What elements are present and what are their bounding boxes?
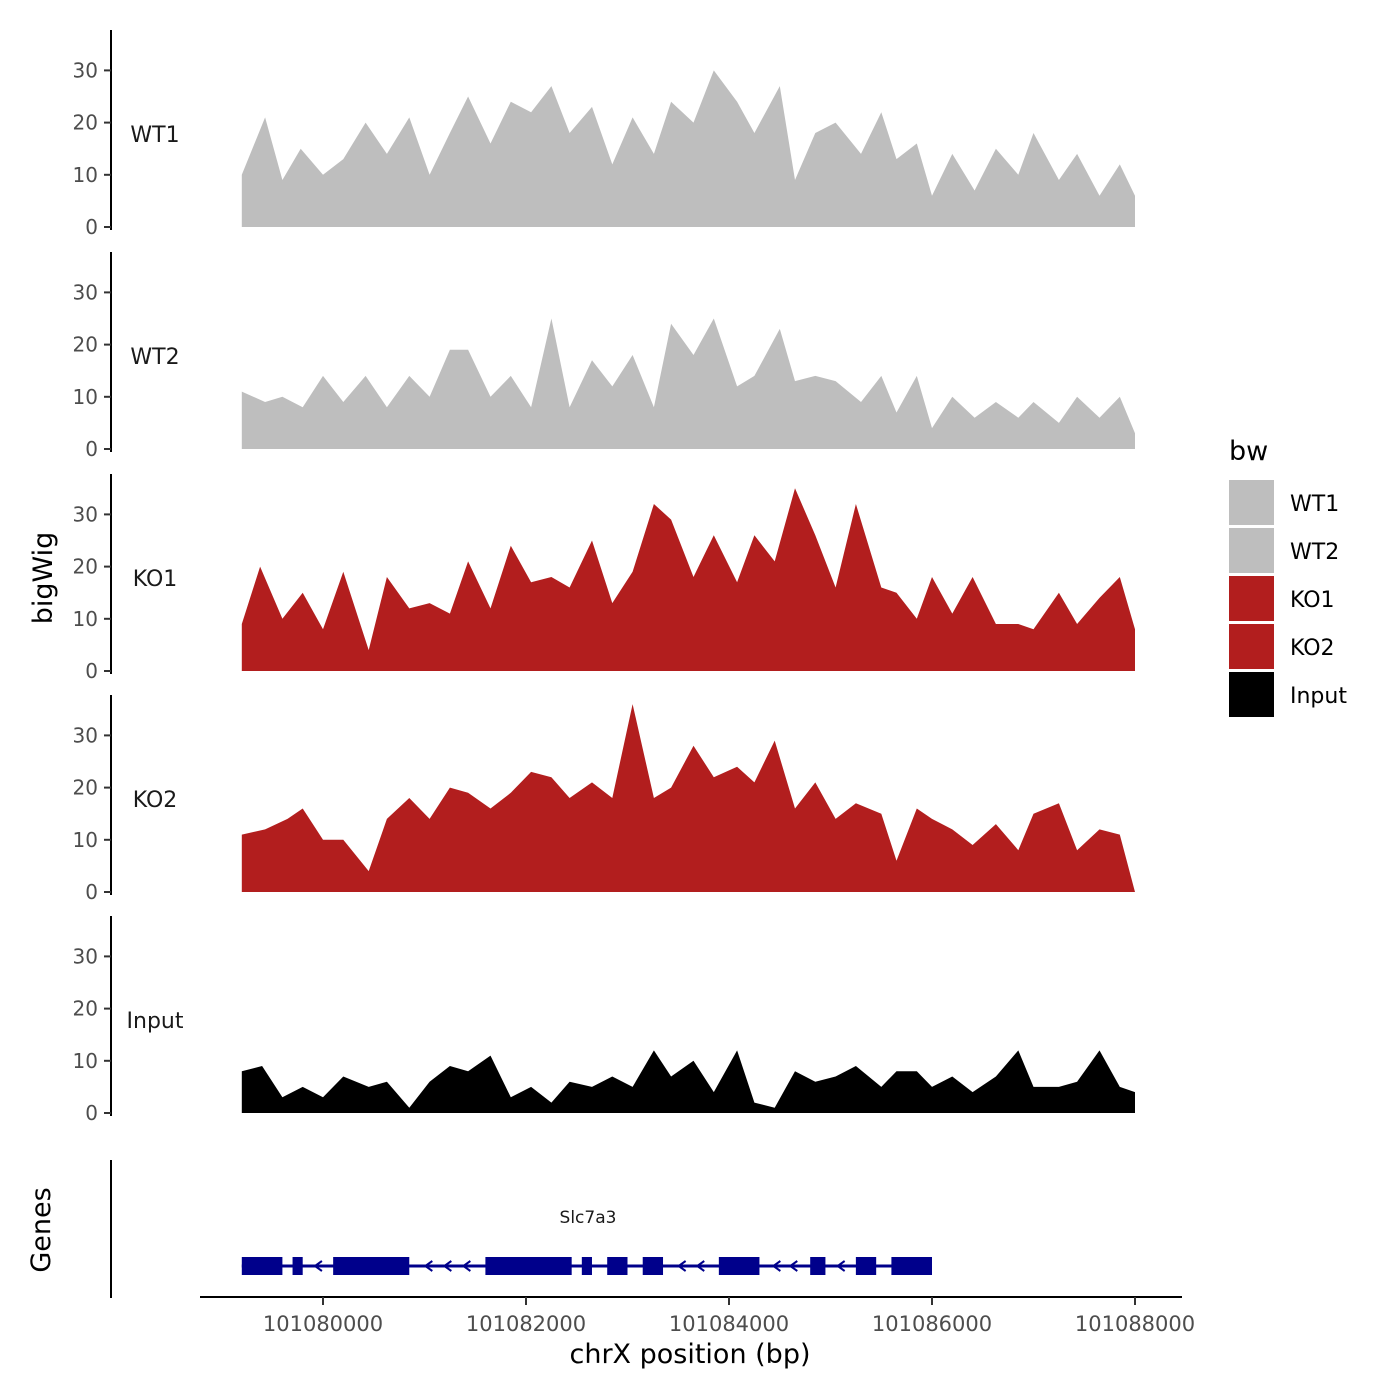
- legend-title: bw: [1229, 436, 1268, 467]
- y-tick-label-ko2-20: 20: [73, 776, 98, 800]
- panel-label-wt1: WT1: [130, 123, 179, 148]
- legend-item-ko2: KO2: [1229, 624, 1335, 669]
- y-tick-label-wt2-30: 30: [73, 280, 98, 304]
- panel-ko2: 0 10 20 30 KO2: [73, 695, 1136, 904]
- y-tick-label-input-10: 10: [73, 1049, 98, 1073]
- panel-label-input: Input: [127, 1009, 184, 1034]
- gene-slc7a3: Slc7a3: [241, 1208, 932, 1275]
- gene-items: Slc7a3: [241, 1208, 932, 1275]
- strand-arrow: [442, 1260, 452, 1272]
- y-tick-label-wt1-30: 30: [73, 58, 98, 82]
- legend-label-input: Input: [1290, 684, 1347, 709]
- legend-swatch-ko1: [1229, 576, 1274, 621]
- legend: bw WT1 WT2 KO1 KO2 Input: [1229, 436, 1347, 717]
- exon-4: [485, 1257, 572, 1275]
- strand-arrow: [788, 1260, 798, 1272]
- x-tick-label-4: 101088000: [1075, 1312, 1195, 1336]
- exon-6: [607, 1257, 628, 1275]
- x-axis: 101080000 101082000 101084000 101086000 1010…: [200, 1296, 1195, 1370]
- legend-swatch-input: [1229, 672, 1274, 717]
- exon-1: [241, 1257, 283, 1275]
- gene-track: Genes Slc7a3: [26, 1160, 932, 1298]
- legend-swatch-wt1: [1229, 480, 1274, 525]
- y-tick-label-ko2-10: 10: [73, 828, 98, 852]
- strand-arrow: [835, 1260, 846, 1272]
- y-tick-label-ko2-30: 30: [73, 723, 98, 747]
- y-tick-label-wt2-0: 0: [85, 437, 98, 461]
- exon-7: [642, 1257, 664, 1275]
- x-tick-label-3: 101086000: [872, 1312, 992, 1336]
- x-axis-title: chrX position (bp): [569, 1339, 810, 1370]
- panel-input: 0 10 20 30 Input: [73, 916, 1136, 1125]
- y-tick-label-wt1-0: 0: [85, 215, 98, 239]
- panel-ko1: 0 10 20 30 KO1: [73, 474, 1136, 683]
- x-tick-label-2: 101084000: [669, 1312, 789, 1336]
- area-series-wt1: [241, 70, 1136, 228]
- y-tick-label-wt2-10: 10: [73, 385, 98, 409]
- strand-arrow: [771, 1260, 781, 1272]
- y-tick-label-input-20: 20: [73, 997, 98, 1021]
- legend-items: WT1 WT2 KO1 KO2 Input: [1229, 480, 1347, 717]
- exon-11: [891, 1257, 932, 1275]
- legend-label-ko2: KO2: [1290, 636, 1335, 661]
- x-tick-label-1: 101082000: [466, 1312, 586, 1336]
- exon-10: [855, 1257, 877, 1275]
- x-tick-label-0: 101080000: [263, 1312, 383, 1336]
- y-tick-label-wt2-20: 20: [73, 333, 98, 357]
- y-tick-label-ko1-0: 0: [85, 659, 98, 683]
- panel-wt2: 0 10 20 30 WT2: [73, 252, 1136, 461]
- legend-swatch-ko2: [1229, 624, 1274, 669]
- strand-arrow: [676, 1260, 687, 1272]
- y-tick-label-wt1-10: 10: [73, 163, 98, 187]
- y-tick-label-input-0: 0: [85, 1101, 98, 1125]
- area-series-input: [241, 1050, 1136, 1113]
- signal-panels: 0 10 20 30 WT1 0 10 20 30 WT2 0 10 20 30 KO1 0 10 20 30 KO2…: [73, 30, 1136, 1125]
- area-series-wt2: [241, 318, 1136, 449]
- legend-item-wt2: WT2: [1229, 528, 1339, 573]
- exon-8: [718, 1257, 760, 1275]
- legend-label-wt2: WT2: [1290, 540, 1339, 565]
- strand-arrow: [313, 1260, 323, 1272]
- strand-arrow: [423, 1260, 433, 1272]
- y-tick-label-wt1-20: 20: [73, 111, 98, 135]
- gene-track-label: Genes: [26, 1187, 57, 1272]
- panel-label-ko1: KO1: [133, 567, 178, 592]
- y-tick-label-ko2-0: 0: [85, 880, 98, 904]
- legend-item-wt1: WT1: [1229, 480, 1339, 525]
- legend-label-ko1: KO1: [1290, 588, 1335, 613]
- panel-wt1: 0 10 20 30 WT1: [73, 30, 1136, 239]
- exon-2: [292, 1257, 303, 1275]
- legend-item-input: Input: [1229, 672, 1347, 717]
- exon-9: [810, 1257, 826, 1275]
- x-ticks: 101080000 101082000 101084000 101086000 1010…: [263, 1297, 1195, 1336]
- strand-arrow: [695, 1260, 705, 1272]
- area-series-ko2: [241, 704, 1136, 892]
- strand-arrow: [461, 1260, 471, 1272]
- area-series-ko1: [241, 488, 1136, 671]
- legend-swatch-wt2: [1229, 528, 1274, 573]
- exon-5: [581, 1257, 592, 1275]
- y-axis-title: bigWig: [28, 532, 59, 625]
- y-tick-label-ko1-20: 20: [73, 555, 98, 579]
- y-tick-label-ko1-30: 30: [73, 502, 98, 526]
- panel-label-wt2: WT2: [130, 345, 179, 370]
- legend-label-wt1: WT1: [1290, 492, 1339, 517]
- y-tick-label-ko1-10: 10: [73, 607, 98, 631]
- exon-3: [333, 1257, 410, 1275]
- legend-item-ko1: KO1: [1229, 576, 1335, 621]
- gene-name-label: Slc7a3: [560, 1208, 617, 1228]
- panel-label-ko2: KO2: [133, 788, 178, 813]
- y-tick-label-input-30: 30: [73, 944, 98, 968]
